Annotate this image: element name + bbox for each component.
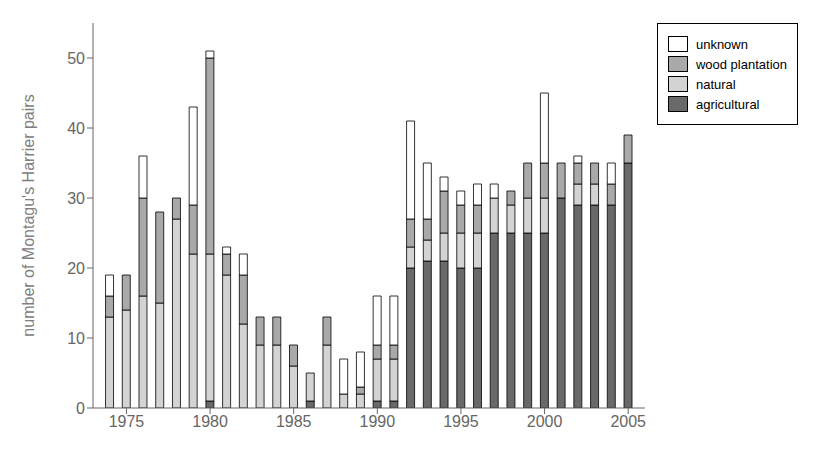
html-text:agricultural: agricultural	[695, 96, 760, 112]
svg-text:30: 30	[67, 190, 85, 207]
svg-text:0: 0	[76, 400, 85, 417]
svg-text:20: 20	[67, 260, 85, 277]
svg-text:2005: 2005	[610, 413, 646, 430]
svg-text:10: 10	[67, 330, 85, 347]
svg-text:1990: 1990	[360, 413, 396, 430]
svg-text:40: 40	[67, 120, 85, 137]
svg-text:2000: 2000	[527, 413, 563, 430]
html-text:natural: natural	[695, 76, 736, 92]
svg-text:number of Montagu's Harrier pa: number of Montagu's Harrier pairs	[20, 94, 37, 336]
html-text:unknown: unknown	[695, 36, 748, 52]
svg-text:1975: 1975	[109, 413, 145, 430]
svg-text:50: 50	[67, 50, 85, 67]
svg-text:1985: 1985	[276, 413, 312, 430]
html-text:wood plantation: wood plantation	[695, 56, 787, 72]
svg-text:1980: 1980	[192, 413, 228, 430]
svg-text:1995: 1995	[443, 413, 479, 430]
